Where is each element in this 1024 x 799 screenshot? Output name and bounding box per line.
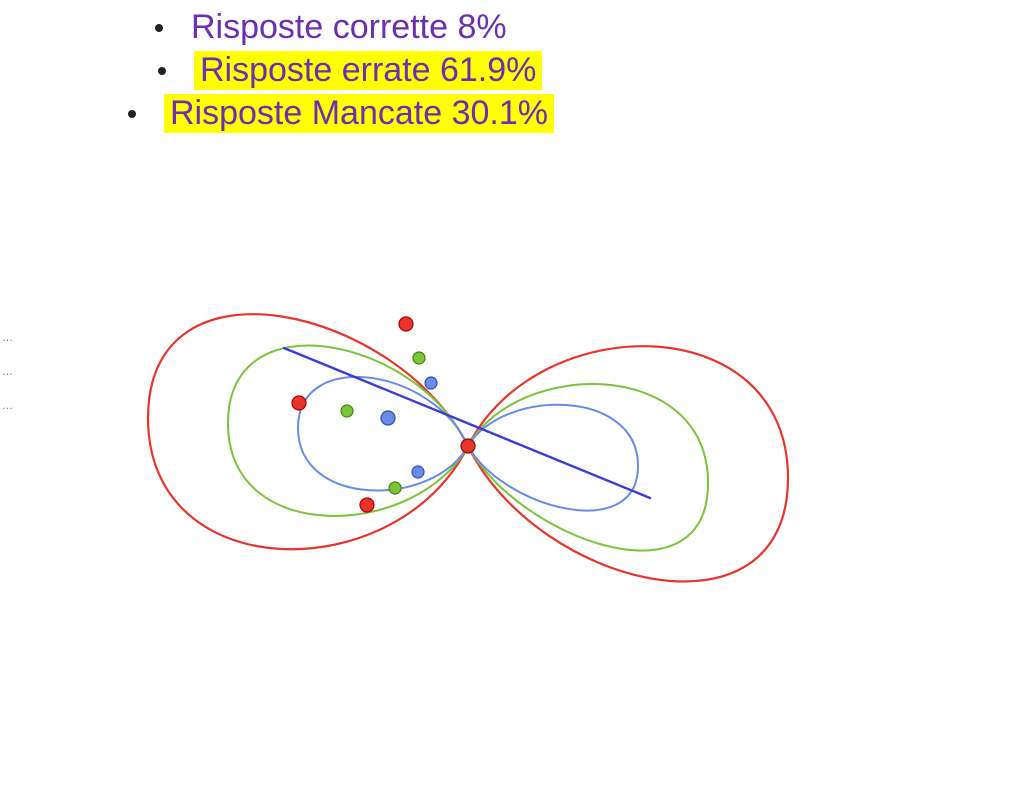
left-edge-marks: … … … [2,333,13,435]
tangent-dot-green-0 [413,352,425,364]
bullet-text: Risposte errate 61.9% [194,51,542,90]
bullet-row: Risposte corrette 8% [0,8,1024,47]
tangent-line [284,348,650,498]
edge-ellipsis-icon: … [2,333,13,344]
bullet-dot-icon [155,24,163,32]
bullet-list: Risposte corrette 8% Risposte errate 61.9… [0,8,1024,137]
lemniscate-figure [98,218,898,688]
tangent-dot-red-1 [360,498,374,512]
tangent-dot-green-1 [389,482,401,494]
center-dot [461,439,475,453]
bullet-row: Risposte errate 61.9% [0,51,1024,90]
focus-dot-green [341,405,353,417]
tangent-dot-blue-0 [425,377,437,389]
tangent-dot-red-0 [399,317,413,331]
edge-ellipsis-icon: … [2,401,13,412]
bullet-row: Risposte Mancate 30.1% [0,94,1024,133]
bullet-dot-icon [128,110,136,118]
focus-dot-blue [381,411,395,425]
bullet-text: Risposte corrette 8% [191,8,507,47]
focus-dot-red [292,396,306,410]
bullet-text: Risposte Mancate 30.1% [164,94,554,133]
bullet-dot-icon [158,67,166,75]
tangent-dot-blue-1 [412,466,424,478]
edge-ellipsis-icon: … [2,367,13,378]
